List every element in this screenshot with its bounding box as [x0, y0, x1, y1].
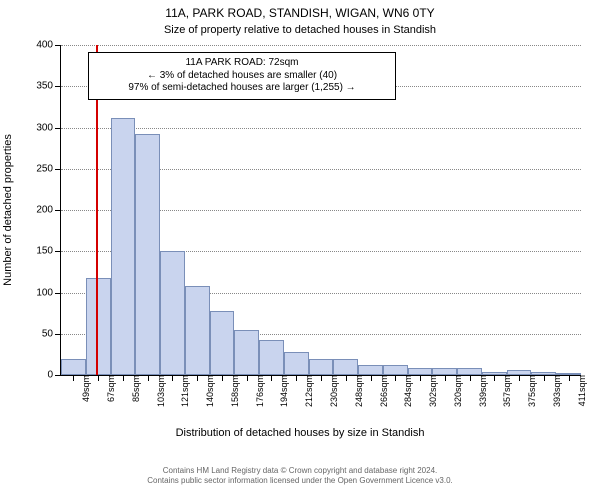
- histogram-bar: [309, 359, 334, 376]
- y-tick-label: 300: [36, 122, 61, 133]
- x-tick-label: 49sqm: [73, 375, 91, 402]
- x-tick-label: 357sqm: [494, 375, 512, 407]
- chart-container: 11A, PARK ROAD, STANDISH, WIGAN, WN6 0TY…: [0, 0, 600, 500]
- histogram-bar: [234, 330, 259, 375]
- histogram-bar: [383, 365, 408, 375]
- chart-title-line1: 11A, PARK ROAD, STANDISH, WIGAN, WN6 0TY: [0, 6, 600, 20]
- y-tick-label: 0: [47, 370, 61, 381]
- annotation-line1: 11A PARK ROAD: 72sqm: [97, 57, 387, 70]
- footer: Contains HM Land Registry data © Crown c…: [0, 466, 600, 486]
- annotation-box: 11A PARK ROAD: 72sqm ← 3% of detached ho…: [88, 52, 396, 100]
- x-tick-label: 176sqm: [247, 375, 265, 407]
- gridline-h: [61, 45, 581, 46]
- y-axis-title: Number of detached properties: [2, 134, 14, 286]
- x-tick-label: 140sqm: [197, 375, 215, 407]
- x-tick-label: 393sqm: [544, 375, 562, 407]
- histogram-bar: [86, 278, 111, 375]
- footer-line2: Contains public sector information licen…: [0, 476, 600, 486]
- x-tick-label: 248sqm: [346, 375, 364, 407]
- y-tick-label: 250: [36, 163, 61, 174]
- y-tick-label: 400: [36, 40, 61, 51]
- histogram-bar: [259, 340, 284, 375]
- histogram-bar: [333, 359, 358, 376]
- x-tick-label: 121sqm: [172, 375, 190, 407]
- histogram-bar: [160, 251, 185, 375]
- x-tick-label: 375sqm: [519, 375, 537, 407]
- x-tick-label: 284sqm: [395, 375, 413, 407]
- y-tick-label: 350: [36, 81, 61, 92]
- histogram-bar: [432, 368, 457, 375]
- annotation-line2: ← 3% of detached houses are smaller (40): [97, 70, 387, 83]
- chart-title-line2: Size of property relative to detached ho…: [0, 24, 600, 36]
- x-tick-label: 230sqm: [321, 375, 339, 407]
- histogram-bar: [358, 365, 383, 375]
- x-tick-label: 320sqm: [445, 375, 463, 407]
- annotation-line3: 97% of semi-detached houses are larger (…: [97, 82, 387, 95]
- x-axis-title: Distribution of detached houses by size …: [0, 427, 600, 439]
- histogram-bar: [111, 118, 136, 375]
- x-tick-label: 194sqm: [271, 375, 289, 407]
- histogram-bar: [408, 368, 433, 375]
- x-tick-label: 339sqm: [470, 375, 488, 407]
- histogram-bar: [185, 286, 210, 375]
- histogram-bar: [210, 311, 235, 375]
- histogram-bar: [284, 352, 309, 375]
- y-tick-label: 150: [36, 246, 61, 257]
- x-tick-label: 302sqm: [420, 375, 438, 407]
- x-tick-label: 411sqm: [569, 375, 587, 406]
- x-tick-label: 103sqm: [148, 375, 166, 407]
- x-tick-label: 67sqm: [98, 375, 116, 402]
- histogram-bar: [135, 134, 160, 375]
- gridline-h: [61, 128, 581, 129]
- y-tick-label: 50: [42, 328, 61, 339]
- histogram-bar: [61, 359, 86, 376]
- y-tick-label: 200: [36, 205, 61, 216]
- x-tick-label: 158sqm: [222, 375, 240, 407]
- footer-line1: Contains HM Land Registry data © Crown c…: [0, 466, 600, 476]
- histogram-bar: [457, 368, 482, 375]
- y-tick-label: 100: [36, 287, 61, 298]
- x-tick-label: 85sqm: [123, 375, 141, 402]
- x-tick-label: 212sqm: [296, 375, 314, 407]
- x-tick-label: 266sqm: [371, 375, 389, 407]
